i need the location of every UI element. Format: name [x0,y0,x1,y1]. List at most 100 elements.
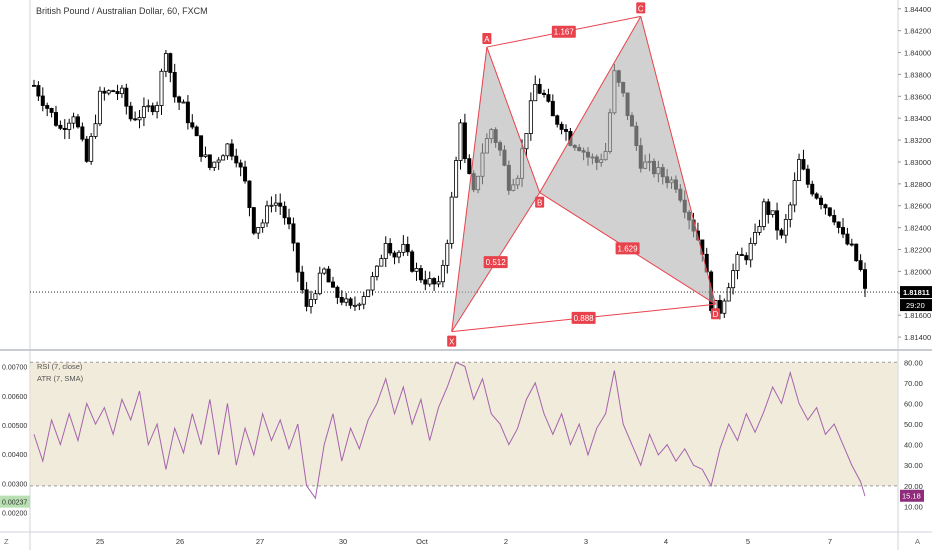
candle-body [805,168,810,185]
price-tick-label: 1.83800 [904,70,931,79]
candle-body [67,122,72,130]
candle-body [119,87,124,95]
atr-tick-label: 0.00400 [2,452,27,459]
rsi-band [30,362,898,486]
candle-body [524,133,529,150]
candle-body [766,201,771,215]
candle-body [440,264,445,283]
candle-body [181,101,186,104]
candle-body [735,254,740,271]
last-price-badge [900,286,932,299]
candle-body [366,289,371,297]
pattern-leg-cd [640,16,716,305]
price-tick-label: 1.82800 [904,180,931,189]
candle-body [792,180,797,206]
candle-body [322,268,327,274]
candle-body [291,223,296,244]
candle-body [75,116,80,128]
rsi-line [33,361,866,500]
last-price-label: 1.81811 [903,288,930,297]
candle-body [93,123,98,137]
candle-body [207,154,212,168]
candle-body [845,233,850,245]
time-tick-label: 25 [96,537,104,546]
footer-right-label: A [915,537,920,546]
candle-body [49,108,54,113]
candle-body [256,227,261,234]
candle-body [185,101,190,124]
candle-body [177,96,182,103]
rsi-value-label: 15.18 [902,492,921,501]
candle-body [374,265,379,277]
candle-body [361,296,366,305]
candle-body [243,166,248,182]
pattern-ratio-label: 0.512 [486,258,507,267]
candle-body [854,243,859,262]
candle-body [832,215,837,223]
candle-body [146,105,151,108]
candle-body [234,155,239,164]
candle-body [238,162,243,168]
candle-body [528,100,533,134]
candle-body [458,122,463,161]
candle-body [163,53,168,72]
rsi-tick-label: 20.00 [904,482,923,491]
atr-tick-label: 0.00500 [2,423,27,430]
candle-body [432,278,437,285]
pattern-ratio-badge [615,242,640,255]
candle-body [761,201,766,227]
rsi-tick-label: 60.00 [904,399,923,408]
pattern-point-label: D [713,310,719,319]
rsi-value-badge [900,489,924,502]
candle-body [62,127,67,130]
candle-body [194,126,199,137]
candle-body [199,135,204,157]
candle-body [788,204,793,220]
pattern-point-label: B [537,199,542,208]
candle-body [89,136,94,162]
price-tick-label: 1.81400 [904,333,931,342]
candle-body [344,298,349,303]
price-tick-label: 1.83400 [904,114,931,123]
candle-body [550,100,555,117]
candle-body [317,272,322,295]
candle-body [775,210,780,231]
candle-body [203,154,208,157]
candle-body [814,193,819,199]
candle-body [229,143,234,157]
candle-body [414,268,419,272]
candle-body [863,269,868,289]
candle-body [836,221,841,228]
candle-body [40,95,45,106]
candle-body [392,252,397,258]
price-tick-label: 1.82600 [904,202,931,211]
candle-body [278,202,283,207]
rsi-tick-label: 10.00 [904,502,923,511]
candle-body [115,91,120,95]
candle-body [282,205,287,219]
candle-body [287,217,292,225]
countdown-badge [900,299,932,312]
pattern-point-badge [482,33,492,45]
candle-body [819,197,824,206]
candle-body [348,298,353,306]
pattern-leg-xa [451,46,488,332]
pattern-triangle-xab [451,47,540,332]
candle-body [216,159,221,163]
candle-body [823,204,828,209]
time-tick-label: 5 [746,537,750,546]
candle-body [137,117,142,121]
time-tick-label: 7 [828,537,832,546]
chart-title: British Pound / Australian Dollar, 60, F… [36,6,208,16]
candle-body [124,87,129,107]
pattern-point-label: A [484,35,490,44]
candle-body [418,268,423,281]
candle-body [80,126,85,140]
pattern-leg-ab [486,46,541,193]
candle-body [330,281,335,288]
pattern-point-badge [636,2,646,14]
candle-body [722,300,727,314]
candle-body [304,289,309,307]
pattern-ratio-label: 1.167 [554,28,575,37]
